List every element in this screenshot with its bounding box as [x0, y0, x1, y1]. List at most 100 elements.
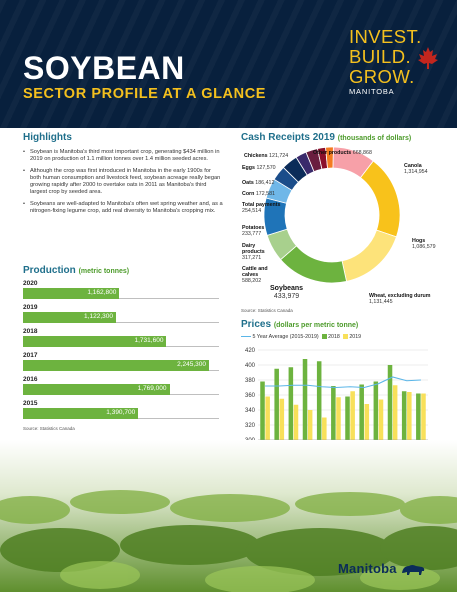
y-tick-label: 340 [245, 408, 256, 414]
production-year: 2018 [23, 328, 38, 335]
bar-2019 [407, 392, 412, 440]
label-soybeans: Soybeans 433,979 [270, 285, 304, 300]
production-value: 1,390,700 [106, 409, 136, 416]
bar-2018 [331, 386, 336, 440]
bar-2018 [288, 367, 294, 440]
label-total-payments: Total payments 254,514 [242, 202, 281, 215]
bar-2019 [364, 404, 370, 440]
cash-title: Cash Receipts 2019 [241, 132, 335, 143]
production-title: Production [23, 265, 76, 276]
production-track: 1,390,700 [23, 408, 219, 419]
header-banner: SOYBEAN SECTOR PROFILE AT A GLANCE INVES… [0, 0, 457, 128]
label-cattle: Cattle and calves 588,202 [242, 266, 268, 285]
production-bar: 1,122,300 [23, 312, 116, 323]
legend-2018: 2018 [328, 334, 340, 340]
cash-unit: (thousands of dollars) [337, 135, 412, 142]
y-tick-label: 420 [245, 348, 256, 354]
header-pattern [0, 0, 457, 128]
legend-avg: 5 Year Average (2015-2019) [252, 334, 319, 340]
production-track: 1,731,600 [23, 336, 219, 347]
label-wheat: Wheat, excluding durum 1,131,445 [369, 293, 431, 306]
bar-2019 [421, 393, 426, 440]
y-tick-label: 360 [245, 393, 256, 399]
bar-2019 [336, 397, 341, 440]
bar-2018 [302, 359, 308, 440]
prices-heading: Prices (dollars per metric tonne) [241, 319, 358, 330]
label-corn: Corn 172,581 [242, 191, 275, 197]
footer-logo-text: Manitoba [338, 561, 397, 576]
prices-legend: 5 Year Average (2015-2019) 2018 2019 [241, 334, 361, 340]
label-chickens: Chickens 121,724 [244, 153, 289, 159]
production-value: 1,162,800 [87, 289, 117, 296]
legend-swatch-2018 [321, 334, 327, 340]
maple-leaf-icon [418, 47, 438, 69]
soybean-field-image [0, 440, 457, 592]
bar-2018 [274, 368, 279, 440]
highlights-heading: Highlights [23, 132, 72, 143]
production-bar: 1,162,800 [23, 288, 120, 299]
production-row: 2017 2,245,300 [23, 352, 219, 371]
production-value: 1,731,600 [134, 337, 164, 344]
bar-2018 [401, 391, 407, 440]
bar-2018 [416, 393, 421, 440]
brand-line-invest: INVEST. [349, 26, 422, 47]
label-dairy: Dairy products 317,271 [242, 243, 265, 262]
page-subtitle: SECTOR PROFILE AT A GLANCE [23, 86, 267, 102]
legend-swatch-2019 [342, 334, 348, 340]
production-track: 1,769,000 [23, 384, 219, 395]
production-year: 2016 [23, 376, 38, 383]
page-title: SOYBEAN [23, 50, 185, 86]
highlight-item: Although the crop was first introduced i… [23, 168, 223, 197]
production-bar: 1,390,700 [23, 408, 139, 419]
bar-2019 [350, 391, 355, 440]
highlight-item: Soybeans are well-adapted to Manitoba's … [23, 201, 223, 216]
bar-2019 [293, 404, 299, 440]
donut-slice-chickens [325, 146, 334, 169]
production-row: 2015 1,390,700 [23, 400, 219, 419]
production-row: 2020 1,162,800 [23, 280, 219, 299]
production-year: 2019 [23, 304, 38, 311]
label-eggs: Eggs 127,570 [242, 165, 276, 171]
bar-2018 [387, 365, 393, 440]
production-track: 2,245,300 [23, 360, 219, 371]
y-tick-label: 400 [245, 363, 256, 369]
legend-2019: 2019 [349, 334, 362, 340]
production-year: 2020 [23, 280, 38, 287]
production-row: 2016 1,769,000 [23, 376, 219, 395]
highlights-list: Soybean is Manitoba's third most importa… [23, 149, 223, 219]
bar-2019 [322, 417, 327, 440]
bar-2019 [265, 396, 270, 440]
y-tick-label: 380 [245, 378, 256, 384]
production-year: 2017 [23, 352, 38, 359]
production-bar: 1,731,600 [23, 336, 167, 347]
production-row: 2018 1,731,600 [23, 328, 219, 347]
bar-2018 [345, 396, 350, 440]
production-row: 2019 1,122,300 [23, 304, 219, 323]
prices-title: Prices [241, 319, 272, 330]
brand-line-build: BUILD. [349, 46, 412, 67]
cash-heading: Cash Receipts 2019 (thousands of dollars… [241, 132, 411, 143]
production-bars: 2020 1,162,800 2019 1,122,300 2018 1,731,600 2… [23, 280, 219, 424]
bar-2018 [260, 381, 265, 440]
cash-source: Source: Statistics Canada [241, 308, 293, 313]
legend-swatch-avg [241, 335, 251, 338]
manitoba-logo: Manitoba [338, 561, 426, 577]
label-other-products: Other products 668,868 [313, 150, 372, 156]
brand-line-manitoba: MANITOBA [349, 87, 395, 96]
production-unit: (metric tonnes) [78, 268, 130, 275]
production-value: 1,769,000 [137, 385, 167, 392]
prices-unit: (dollars per metric tonne) [273, 322, 359, 329]
bar-2018 [373, 381, 379, 440]
production-track: 1,122,300 [23, 312, 219, 323]
avg-line [265, 376, 421, 389]
production-track: 1,162,800 [23, 288, 219, 299]
brand-line-grow: GROW. [349, 66, 415, 87]
bar-2018 [359, 384, 364, 440]
production-source: Source: Statistics Canada [23, 426, 75, 431]
y-tick-label: 320 [245, 423, 256, 429]
bar-2019 [392, 385, 398, 440]
highlight-item: Soybean is Manitoba's third most importa… [23, 149, 223, 164]
label-canola: Canola 1,314,954 [404, 163, 428, 176]
bar-2019 [307, 410, 313, 440]
